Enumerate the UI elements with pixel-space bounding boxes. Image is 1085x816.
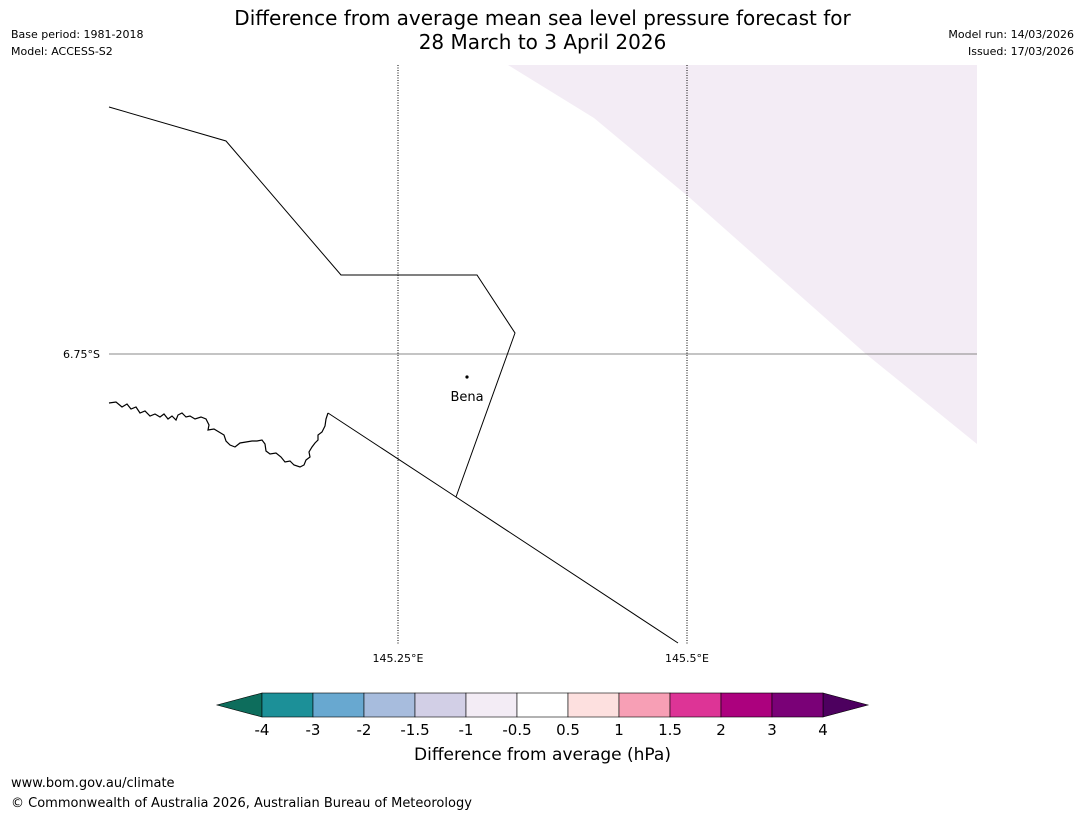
colorbar-tick-label: -4: [255, 721, 270, 739]
bena-label: Bena: [450, 390, 483, 405]
footer-url: www.bom.gov.au/climate: [11, 776, 175, 791]
page-title: Difference from average mean sea level p…: [0, 6, 1085, 54]
colorbar-tick-label: -3: [306, 721, 321, 739]
colorbar-tick-label: 3: [767, 721, 777, 739]
longitude-label-145-25: 145.25°E: [373, 652, 424, 665]
colorbar-bin: [567, 692, 620, 718]
colorbar-label: Difference from average (hPa): [414, 745, 671, 765]
colorbar-tick-label: -1.5: [400, 721, 429, 739]
colorbar-tick-label: 1: [614, 721, 624, 739]
province-boundary-south: [327, 412, 679, 644]
colorbar-bin: [720, 692, 773, 718]
colorbar-bin: [312, 692, 365, 718]
colorbar-bin: [363, 692, 416, 718]
colorbar-bin: [414, 692, 467, 718]
colorbar-tick-label: -1: [459, 721, 474, 739]
base-period-text: Base period: 1981-2018: [11, 28, 144, 41]
anomaly-shading: [508, 65, 977, 444]
footer-copyright: © Commonwealth of Australia 2026, Austra…: [11, 796, 472, 811]
header-right-meta: Model run: 14/03/2026 Issued: 17/03/2026: [948, 26, 1074, 60]
colorbar-bin: [465, 692, 518, 718]
colorbar-tick-label: -0.5: [502, 721, 531, 739]
colorbar-bin: [771, 692, 824, 718]
colorbar-bin: [669, 692, 722, 718]
model-text: Model: ACCESS-S2: [11, 45, 113, 58]
colorbar: -4 -3 -2 -1.5 -1 -0.5 0.5 1 1.5 2 3 4: [215, 692, 870, 739]
colorbar-tick-label: -2: [357, 721, 372, 739]
colorbar-tick-label: 2: [716, 721, 726, 739]
province-boundary-north: [108, 106, 516, 498]
title-line-1: Difference from average mean sea level p…: [234, 6, 851, 30]
colorbar-bin: [516, 692, 569, 718]
bena-marker: [465, 375, 469, 379]
colorbar-over-arrow: [822, 692, 870, 718]
longitude-label-145-5: 145.5°E: [665, 652, 709, 665]
river-line: [108, 401, 329, 468]
colorbar-tick-label: 0.5: [556, 721, 580, 739]
colorbar-tick-label: 4: [818, 721, 828, 739]
colorbar-bin: [618, 692, 671, 718]
header-left-meta: Base period: 1981-2018 Model: ACCESS-S2: [11, 26, 143, 60]
latitude-label: 6.75°S: [63, 348, 100, 361]
colorbar-under-arrow: [215, 692, 263, 718]
colorbar-bin: [261, 692, 314, 718]
model-run-text: Model run: 14/03/2026: [948, 28, 1074, 41]
issued-text: Issued: 17/03/2026: [967, 45, 1074, 58]
title-line-2: 28 March to 3 April 2026: [418, 30, 667, 54]
colorbar-tick-label: 1.5: [658, 721, 682, 739]
